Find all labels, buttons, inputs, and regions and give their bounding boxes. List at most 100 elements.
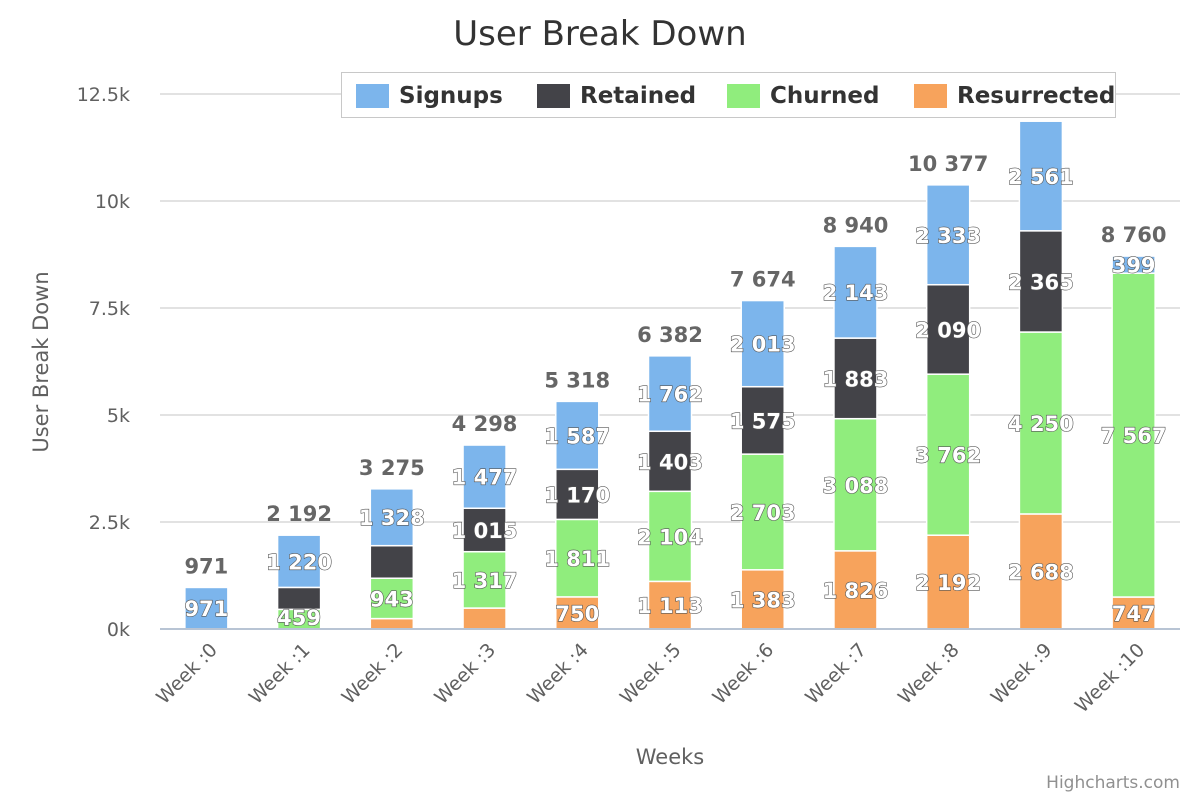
data-label-resurrected: 1 826 xyxy=(823,579,889,603)
data-label-signups: 399 xyxy=(1112,254,1156,278)
data-label-churned: 943 xyxy=(370,587,414,611)
bar-segment-signups xyxy=(925,184,971,286)
bar-layer xyxy=(184,120,1156,630)
legend-label-retained: Retained xyxy=(580,83,697,109)
bar-segment-retained xyxy=(740,385,785,455)
legend-swatch-retained xyxy=(537,84,570,108)
data-label-signups: 1 328 xyxy=(359,506,425,530)
data-label-signups: 1 762 xyxy=(637,383,703,407)
y-tick-label: 5k xyxy=(107,405,130,427)
bar-segment-churned xyxy=(647,490,693,583)
y-tick-label: 0k xyxy=(107,619,130,641)
legend-item-retained[interactable]: Retained xyxy=(537,83,697,109)
bar-segment-churned xyxy=(1018,331,1064,515)
legend-swatch-churned xyxy=(727,84,760,108)
x-tick-label: Week :5 xyxy=(616,639,686,709)
stack-total-label: 6 382 xyxy=(637,323,703,347)
data-label-signups: 1 220 xyxy=(266,550,332,574)
data-label-churned: 2 703 xyxy=(730,501,796,525)
x-tick-label: Week :6 xyxy=(709,639,779,709)
bar-segment-signups xyxy=(740,299,785,388)
bar-segment-retained xyxy=(1018,230,1064,333)
data-label-churned: 2 104 xyxy=(637,525,703,549)
x-tick-label: Week :8 xyxy=(894,639,964,709)
data-label-retained: 1 403 xyxy=(637,450,703,474)
data-label-churned: 4 250 xyxy=(1008,412,1074,436)
bar-segment-churned xyxy=(462,550,507,609)
legend-label-signups: Signups xyxy=(399,83,503,109)
bar-segment-signups xyxy=(555,400,600,471)
legend-label-churned: Churned xyxy=(770,83,880,109)
legend-swatch-signups xyxy=(356,84,389,108)
legend-item-churned[interactable]: Churned xyxy=(727,83,880,109)
data-label-resurrected: 747 xyxy=(1112,602,1156,626)
bar-segment-retained xyxy=(369,544,415,579)
y-tick-label: 12.5k xyxy=(77,84,130,106)
x-tick-label: Week :1 xyxy=(245,639,315,709)
data-label-churned: 3 088 xyxy=(823,474,889,498)
data-label-resurrected: 2 688 xyxy=(1008,560,1074,584)
bar-segment-signups xyxy=(276,534,322,589)
data-label-retained: 1 883 xyxy=(823,367,889,391)
data-label-resurrected: 2 192 xyxy=(915,571,981,595)
legend-label-resurrected: Resurrected xyxy=(957,83,1116,109)
x-tick-label: Week :0 xyxy=(152,639,222,709)
data-label-resurrected: 1 113 xyxy=(637,594,703,618)
stack-total-label: 8 760 xyxy=(1101,223,1167,247)
bar-segment-resurrected xyxy=(462,607,507,630)
legend-item-signups[interactable]: Signups xyxy=(356,83,503,109)
stack-total-label: 5 318 xyxy=(544,368,610,392)
x-tick-label: Week :7 xyxy=(801,639,871,709)
x-axis-title: Weeks xyxy=(636,745,704,769)
data-label-retained: 2 090 xyxy=(915,318,981,342)
data-label-churned: 1 317 xyxy=(452,569,518,593)
bar-segment-resurrected xyxy=(740,569,785,630)
bar-segment-churned xyxy=(369,577,415,620)
bar-segment-churned xyxy=(740,453,785,571)
bar-segment-retained xyxy=(647,430,693,493)
x-tick-label: Week :10 xyxy=(1071,639,1149,717)
legend-item-resurrected[interactable]: Resurrected xyxy=(914,83,1116,109)
bar-segment-resurrected xyxy=(925,534,971,630)
legend: Signups Retained Churned Resurrected xyxy=(341,72,1116,118)
bar-segment-signups xyxy=(369,488,415,547)
x-tick-label: Week :3 xyxy=(430,639,500,709)
y-tick-label: 10k xyxy=(95,191,130,213)
bar-segment-signups xyxy=(1111,255,1156,274)
x-tick-label: Week :4 xyxy=(523,639,593,709)
data-label-signups: 2 333 xyxy=(915,224,981,248)
bar-segment-signups xyxy=(647,355,693,433)
legend-swatch-resurrected xyxy=(914,84,947,108)
y-tick-label: 2.5k xyxy=(89,512,130,534)
stack-total-label: 971 xyxy=(184,554,228,578)
bar-segment-churned xyxy=(1111,272,1156,598)
stack-total-label: 10 377 xyxy=(908,152,988,176)
chart-title: User Break Down xyxy=(453,14,747,54)
credits-link[interactable]: Highcharts.com xyxy=(1046,773,1180,793)
data-label-signups: 971 xyxy=(184,597,228,621)
data-label-signups: 1 587 xyxy=(544,424,610,448)
data-label-churned: 3 762 xyxy=(915,444,981,468)
x-tick-label: Week :9 xyxy=(987,639,1057,709)
data-label-signups: 1 477 xyxy=(452,466,518,490)
y-tick-label: 7.5k xyxy=(89,298,130,320)
y-axis-title: User Break Down xyxy=(29,271,53,452)
stack-total-label: 3 275 xyxy=(359,456,425,480)
bar-segment-resurrected xyxy=(833,550,878,630)
data-label-churned: 1 811 xyxy=(544,547,610,571)
data-label-retained: 2 365 xyxy=(1008,270,1074,294)
data-label-retained: 1 575 xyxy=(730,409,796,433)
data-label-resurrected: 750 xyxy=(555,602,599,626)
data-label-churned: 7 567 xyxy=(1101,424,1167,448)
stack-total-label: 7 674 xyxy=(730,268,796,292)
data-label-signups: 2 143 xyxy=(823,281,889,305)
bar-segment-churned xyxy=(925,373,971,536)
bar-segment-resurrected xyxy=(1111,596,1156,630)
bar-segment-signups xyxy=(1018,120,1064,232)
bar-segment-resurrected xyxy=(369,617,415,630)
data-label-retained: 1 015 xyxy=(452,519,518,543)
bar-segment-resurrected xyxy=(1018,513,1064,630)
bar-segment-churned xyxy=(833,417,878,552)
